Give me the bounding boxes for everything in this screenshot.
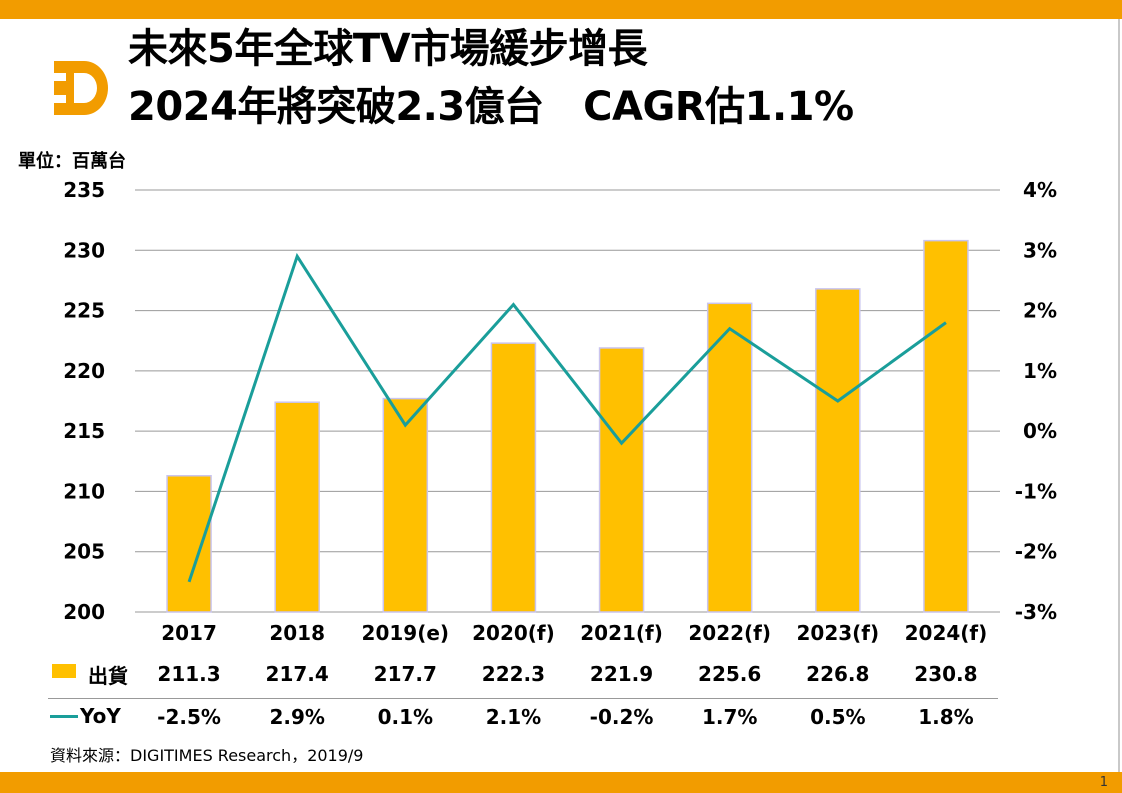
y-right-tick-label: 0% bbox=[1023, 419, 1057, 443]
x-tick-label: 2024(f) bbox=[905, 621, 988, 645]
y-left-tick-label: 225 bbox=[63, 299, 105, 323]
shipment-value-cell: 226.8 bbox=[806, 662, 870, 686]
shipment-value-cell: 225.6 bbox=[698, 662, 762, 686]
yoy-value-cell: 0.5% bbox=[810, 705, 866, 729]
y-right-tick-label: -1% bbox=[1015, 479, 1057, 503]
yoy-value-cell: -2.5% bbox=[157, 705, 221, 729]
y-right-tick-label: 2% bbox=[1023, 299, 1057, 323]
right-edge-divider bbox=[1118, 19, 1120, 772]
axis-layer: 200 205 210 215 220 225 230 235 -3% -2% -1% 0% 1% 2% 3… bbox=[63, 178, 1057, 645]
y-left-tick-label: 205 bbox=[63, 540, 105, 564]
y-right-tick-label: 1% bbox=[1023, 359, 1057, 383]
x-tick-label: 2023(f) bbox=[796, 621, 879, 645]
x-tick-label: 2017 bbox=[161, 621, 217, 645]
chart-title-line2: 2024年將突破2.3億台 CAGR估1.1% bbox=[128, 84, 854, 130]
bar-mark bbox=[706, 302, 753, 613]
chart-title-line1: 未來5年全球TV市場緩步增長 bbox=[128, 26, 648, 72]
yoy-value-cell: 2.9% bbox=[269, 705, 325, 729]
yoy-series-line bbox=[187, 252, 947, 583]
bar-mark bbox=[166, 475, 212, 613]
shipment-value-cell: 211.3 bbox=[157, 662, 221, 686]
bottom-accent-bar bbox=[0, 772, 1122, 793]
y-left-tick-label: 200 bbox=[63, 600, 105, 624]
y-left-tick-label: 220 bbox=[63, 359, 105, 383]
y-left-tick-label: 235 bbox=[63, 178, 105, 202]
bar-mark bbox=[598, 347, 645, 613]
yoy-value-cell: 1.7% bbox=[701, 705, 758, 729]
yoy-value-cell: 2.1% bbox=[485, 705, 542, 729]
y-right-tick-label: 4% bbox=[1023, 178, 1057, 202]
bar-mark bbox=[382, 397, 429, 613]
page-number: 1 bbox=[1099, 775, 1108, 790]
shipment-legend-swatch bbox=[52, 664, 76, 678]
shipment-value-cell: 217.4 bbox=[265, 662, 329, 686]
line-layer bbox=[187, 252, 947, 583]
yoy-legend-line bbox=[50, 715, 78, 718]
yoy-value-cell: -0.2% bbox=[589, 705, 654, 729]
y-right-tick-label: -3% bbox=[1015, 600, 1057, 624]
shipment-value-cell: 230.8 bbox=[914, 662, 978, 686]
y-left-tick-label: 210 bbox=[63, 479, 105, 503]
unit-label: 單位：百萬台 bbox=[18, 151, 126, 172]
shipment-value-cell: 222.3 bbox=[481, 662, 546, 686]
x-tick-label: 2019(e) bbox=[362, 621, 450, 645]
y-left-tick-label: 230 bbox=[63, 238, 105, 262]
bar-layer bbox=[166, 239, 969, 613]
shipment-row-label: 出貨 bbox=[88, 664, 128, 688]
y-right-tick-label: -2% bbox=[1015, 540, 1057, 564]
bar-mark bbox=[490, 342, 537, 613]
grid-layer bbox=[135, 189, 1000, 613]
x-tick-label: 2022(f) bbox=[688, 621, 771, 645]
bar-mark bbox=[815, 288, 861, 613]
table-divider bbox=[48, 698, 998, 699]
y-left-tick-label: 215 bbox=[63, 419, 105, 443]
shipment-value-cell: 217.7 bbox=[373, 662, 437, 686]
top-accent-bar bbox=[0, 0, 1122, 19]
yoy-row-label: YoY bbox=[80, 704, 121, 728]
x-tick-label: 2020(f) bbox=[472, 621, 555, 645]
x-tick-label: 2018 bbox=[269, 621, 325, 645]
source-note: 資料來源：DIGITIMES Research，2019/9 bbox=[50, 746, 364, 765]
yoy-value-cell: 1.8% bbox=[918, 705, 974, 729]
y-right-tick-label: 3% bbox=[1023, 238, 1057, 262]
bar-mark bbox=[923, 239, 969, 613]
bar-mark bbox=[274, 401, 320, 613]
digitimes-d-logo-icon bbox=[54, 61, 108, 115]
x-tick-label: 2021(f) bbox=[580, 621, 663, 645]
yoy-value-cell: 0.1% bbox=[377, 705, 434, 729]
shipment-value-cell: 221.9 bbox=[589, 662, 654, 686]
